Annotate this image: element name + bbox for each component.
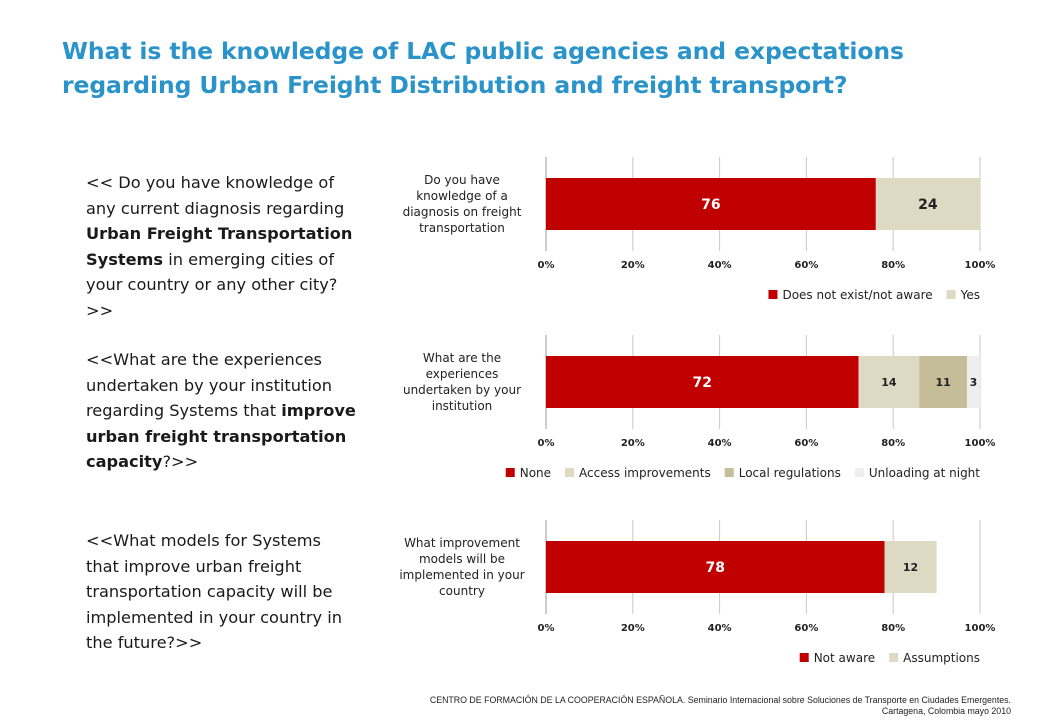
tick-label: 20% <box>621 438 645 449</box>
legend-label: Does not exist/not aware <box>782 288 932 302</box>
chart-experiences-svg: 72 14 11 3 What are the experiences undertaken… <box>403 335 996 480</box>
chart-improvement-models: 78 12 What improvement models will be implem… <box>380 518 1000 683</box>
tick-label: 0% <box>538 438 555 449</box>
category-label: knowledge of a <box>416 189 508 203</box>
data-label: 14 <box>881 376 897 389</box>
legend: Not aware Assumptions <box>799 651 980 665</box>
question-1-text: << Do you have knowledge of any current … <box>86 173 353 320</box>
tick-label: 20% <box>621 623 645 634</box>
tick-label: 40% <box>708 623 732 634</box>
tick-label: 80% <box>881 438 905 449</box>
data-label: 24 <box>918 197 938 213</box>
legend-label: Assumptions <box>903 651 980 665</box>
bar-segment <box>546 178 876 230</box>
category-label: Do you have <box>424 173 500 187</box>
legend-swatch <box>889 653 899 662</box>
legend-swatch <box>854 468 864 477</box>
category-label: transportation <box>419 221 505 235</box>
bar-segment <box>546 356 859 408</box>
data-label: 12 <box>903 561 918 574</box>
question-2-text: <<What are the experiences undertaken by… <box>86 350 356 471</box>
category-label: institution <box>432 399 493 413</box>
legend-swatch <box>768 290 778 299</box>
legend-label: Local regulations <box>739 466 841 480</box>
tick-label: 60% <box>794 623 818 634</box>
data-label: 72 <box>692 375 711 391</box>
category-label: What improvement <box>404 536 520 550</box>
tick-label: 60% <box>794 438 818 449</box>
legend-label: Unloading at night <box>869 466 980 480</box>
data-label: 11 <box>935 376 950 389</box>
chart-diagnosis-knowledge-svg: 76 24 Do you have knowledge of a diagnosis o… <box>403 157 996 302</box>
tick-label: 40% <box>708 260 732 271</box>
legend-label: Yes <box>960 288 980 302</box>
legend: Does not exist/not aware Yes <box>768 288 980 302</box>
legend: None Access improvements Local regulations… <box>505 466 980 480</box>
category-label: experiences <box>426 367 499 381</box>
question-3-text: <<What models for Systems that improve u… <box>86 531 342 652</box>
data-label: 78 <box>706 560 725 576</box>
category-label: What are the <box>423 351 501 365</box>
footer: CENTRO DE FORMACIÓN DE LA COOPERACIÓN ES… <box>430 695 1011 717</box>
bar-segment <box>966 356 980 408</box>
tick-label: 80% <box>881 623 905 634</box>
footer-line-2: Cartagena, Colombia mayo 2010 <box>881 706 1011 716</box>
legend-label: Not aware <box>814 651 875 665</box>
tick-label: 0% <box>538 260 555 271</box>
category-label: models will be <box>419 552 505 566</box>
data-label: 76 <box>701 197 720 213</box>
chart-diagnosis-knowledge: 76 24 Do you have knowledge of a diagnosis o… <box>380 155 1000 320</box>
category-label: diagnosis on freight <box>403 205 522 219</box>
tick-label: 80% <box>881 260 905 271</box>
legend-swatch <box>505 468 515 477</box>
tick-label: 40% <box>708 438 732 449</box>
bar-segment <box>858 356 920 408</box>
legend-swatch <box>946 290 956 299</box>
chart-experiences: 72 14 11 3 What are the experiences undertaken… <box>380 333 1000 498</box>
legend-label: None <box>520 466 551 480</box>
category-label: implemented in your <box>399 568 524 582</box>
bar-segment <box>884 541 937 593</box>
category-label: undertaken by your <box>403 383 521 397</box>
legend-label: Access improvements <box>579 466 711 480</box>
tick-label: 100% <box>965 438 996 449</box>
legend-swatch <box>565 468 575 477</box>
tick-label: 20% <box>621 260 645 271</box>
chart-improvement-models-svg: 78 12 What improvement models will be implem… <box>399 520 996 665</box>
bar-segment <box>875 178 980 230</box>
bar-segment <box>919 356 967 408</box>
tick-label: 100% <box>965 260 996 271</box>
category-label: country <box>439 584 485 598</box>
bar-segment <box>546 541 885 593</box>
data-label: 3 <box>970 376 978 389</box>
tick-label: 0% <box>538 623 555 634</box>
tick-label: 60% <box>794 260 818 271</box>
page-title: What is the knowledge of LAC public agen… <box>62 37 904 99</box>
legend-swatch <box>724 468 734 477</box>
legend-swatch <box>799 653 809 662</box>
footer-line-1: CENTRO DE FORMACIÓN DE LA COOPERACIÓN ES… <box>429 695 1011 705</box>
tick-label: 100% <box>965 623 996 634</box>
